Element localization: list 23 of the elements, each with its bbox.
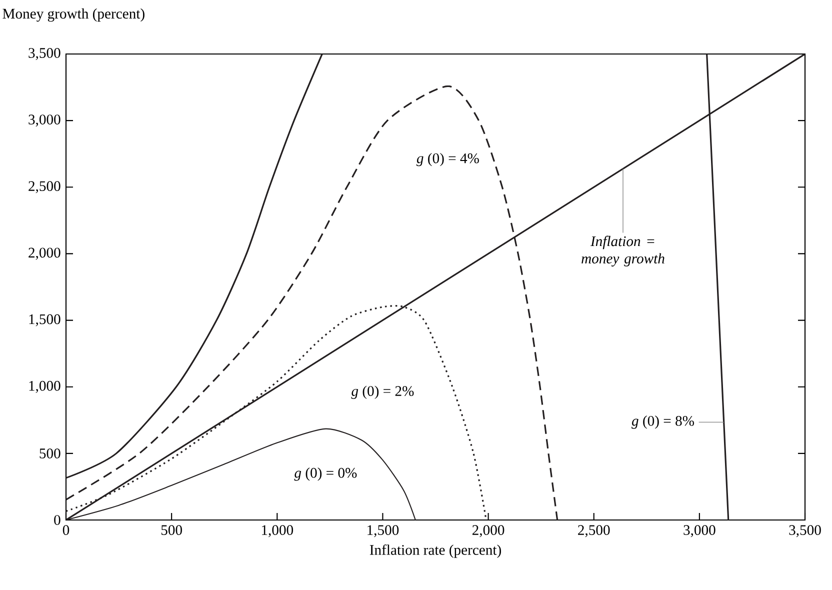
y-tick-label: 500 [40,448,60,458]
x-tick-label: 2,500 [578,525,610,538]
y-tick-label: 3,500 [28,48,60,60]
x-tick-label: 0 [62,525,70,535]
annotation: Inflation = money growth [582,236,664,266]
text: g (0) = 8% [632,416,694,429]
x-tick-label: 1,500 [368,525,399,538]
text: g (0) = 2% [351,386,414,399]
y-axis-title: Money growth (percent) [2,8,144,22]
y-tick-label: 1,000 [29,380,60,393]
x-tick-label: 3,500 [789,525,821,538]
x-tick-label: 3,000 [684,525,716,538]
y-tick-label: 2,500 [28,181,60,194]
x-tick-label: 1,000 [262,525,294,538]
y-tick-label: 3,000 [28,114,60,127]
y-tick-label: 0 [54,515,60,525]
series-label: g (0) = 4% [416,152,479,166]
x-tick-label: 2,000 [472,525,504,538]
series-label: g (0) = 0% [294,468,357,481]
x-axis-title: Inflation rate (percent) [370,544,501,558]
y-tick-label: 2,000 [28,248,60,260]
y-tick-label: 1,500 [29,314,60,326]
x-tick-label: 500 [161,525,182,535]
